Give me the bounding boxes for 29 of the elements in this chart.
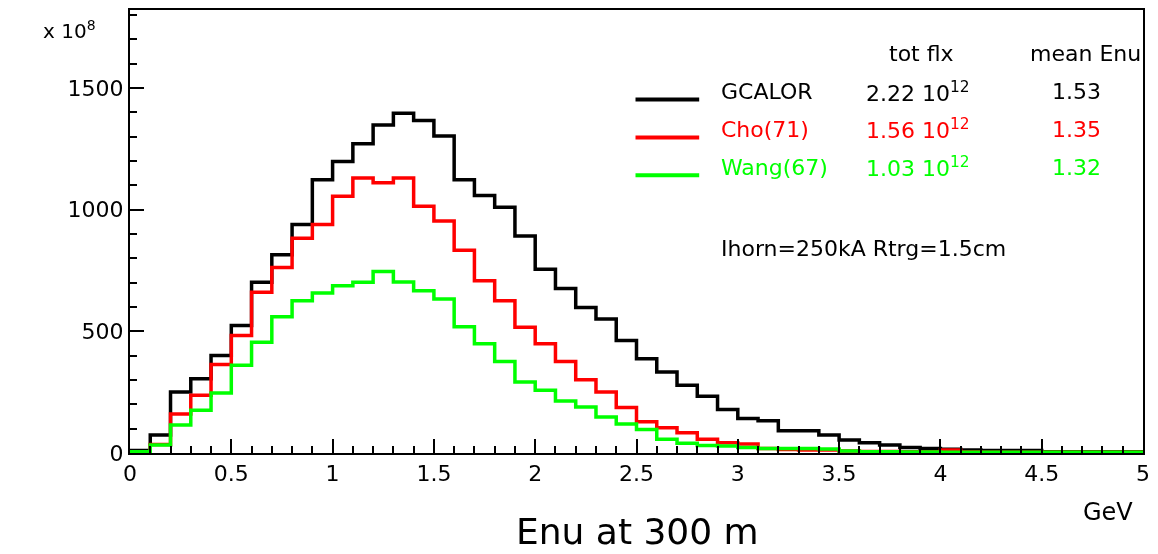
legend-label: Cho(71) bbox=[721, 117, 809, 142]
annotation: 1.03 10$^{12}$ bbox=[866, 153, 970, 182]
annotation: mean Enu bbox=[1030, 41, 1142, 66]
x-tick-label: 2.5 bbox=[619, 461, 654, 487]
legend-label: Wang(67) bbox=[721, 155, 828, 180]
annotation: 1.35 bbox=[1052, 117, 1101, 142]
annotation: tot flx bbox=[889, 41, 954, 66]
x-axis-title: GeV bbox=[1083, 498, 1134, 526]
annotation: 1.53 bbox=[1052, 79, 1101, 104]
annotation: 1.56 10$^{12}$ bbox=[866, 115, 970, 144]
y-tick-label: 1000 bbox=[67, 197, 124, 223]
y-tick-label: 0 bbox=[109, 440, 124, 466]
x-tick-label: 4.5 bbox=[1024, 461, 1060, 487]
text: x 10$^{8}$ bbox=[43, 17, 96, 44]
x-tick-label: 5 bbox=[1136, 461, 1150, 487]
x-tick-label: 1 bbox=[325, 461, 340, 487]
legend-label: GCALOR bbox=[721, 79, 813, 104]
x-tick-label: 2 bbox=[528, 461, 543, 487]
x-tick-label: 3.5 bbox=[821, 461, 857, 487]
y-tick-label: 1500 bbox=[67, 75, 124, 101]
annotation: 1.32 bbox=[1052, 155, 1101, 180]
x-tick-label: 4 bbox=[933, 461, 948, 487]
y-tick-label: 500 bbox=[81, 319, 124, 344]
x-tick-label: 3 bbox=[730, 461, 745, 487]
x-tick-label: 0.5 bbox=[213, 461, 249, 487]
annotation: Ihorn=250kA Rtrg=1.5cm bbox=[721, 236, 1007, 261]
x-tick-label: 1.5 bbox=[416, 461, 452, 487]
text: Enu at 300 m bbox=[516, 511, 759, 552]
annotation: 2.22 10$^{12}$ bbox=[866, 78, 970, 107]
